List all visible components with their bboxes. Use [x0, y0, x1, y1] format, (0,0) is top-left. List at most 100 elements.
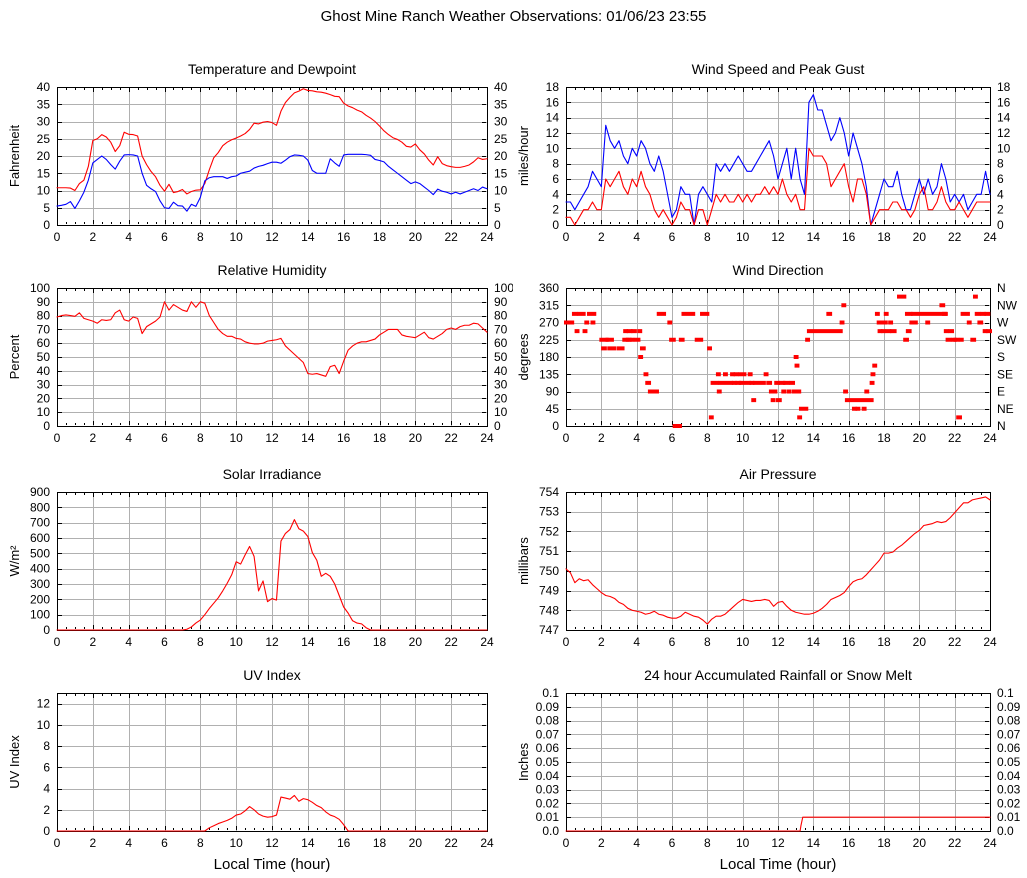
x-tick-label: 16	[842, 836, 856, 850]
x-tick-label: 4	[125, 836, 132, 850]
x-tick-label: 8	[704, 836, 711, 850]
y-tick-label-right: 20	[494, 149, 508, 163]
wind-direction-marker	[681, 311, 696, 316]
plot-frame	[566, 87, 991, 226]
x-tick-label: 20	[409, 431, 423, 445]
x-tick-label: 10	[229, 836, 243, 850]
x-tick-label: 8	[704, 635, 711, 649]
y-tick-label: 12	[546, 126, 560, 140]
y-tick-label-right: 35	[494, 97, 508, 111]
y-tick-label: 40	[37, 364, 51, 378]
wind-direction-marker	[781, 389, 787, 394]
x-tick-label: 2	[89, 431, 96, 445]
chart-title: Solar Irradiance	[223, 466, 322, 482]
y-tick-label-right: 0.09	[997, 700, 1021, 714]
wind-direction-marker	[601, 346, 607, 351]
y-tick-label: 2	[552, 203, 559, 217]
x-tick-label: 0	[563, 431, 570, 445]
wind-direction-marker	[942, 311, 947, 316]
x-tick-label: 4	[125, 635, 132, 649]
x-tick-label: 10	[736, 431, 750, 445]
x-tick-label: 6	[161, 635, 168, 649]
y-tick-label: 500	[30, 546, 50, 560]
x-tick-label: 2	[598, 431, 605, 445]
x-tick-label: 0	[54, 836, 61, 850]
wind-direction-marker	[772, 389, 778, 394]
x-tick-label: 2	[598, 836, 605, 850]
y-tick-label: 70	[37, 322, 51, 336]
wind-direction-marker	[605, 337, 614, 342]
wind-direction-marker	[678, 337, 685, 342]
y-tick-label: 60	[37, 336, 51, 350]
x-tick-label: 22	[948, 836, 962, 850]
x-tick-label: 4	[633, 836, 640, 850]
x-tick-label: 22	[444, 230, 458, 244]
wind-direction-marker	[791, 389, 797, 394]
wind-direction-marker	[571, 311, 578, 316]
y-tick-label: 12	[37, 697, 51, 711]
chart-canvas-solar-irradiance: Solar IrradianceW/m²01002003004005006007…	[7, 466, 494, 649]
x-tick-label: 14	[301, 230, 315, 244]
wind-direction-marker	[731, 380, 737, 385]
y-tick-label: 90	[37, 295, 51, 309]
x-tick-label: 20	[409, 836, 423, 850]
y-tick-label-right: 40	[494, 364, 508, 378]
series-humidity	[56, 301, 488, 377]
wind-direction-marker	[667, 320, 673, 325]
chart-title: Wind Direction	[732, 262, 823, 278]
y-tick-label-right: 0.1	[997, 686, 1014, 700]
y-tick-label: 200	[30, 592, 50, 606]
x-tick-label: 24	[480, 431, 494, 445]
wind-direction-marker	[805, 337, 811, 342]
y-tick-label-right: 60	[494, 336, 508, 350]
y-tick-label: 40	[37, 80, 51, 94]
x-tick-label: 14	[301, 431, 315, 445]
series-wind-speed	[565, 147, 991, 226]
x-tick-label: 0	[563, 230, 570, 244]
x-tick-label: 14	[807, 836, 821, 850]
y-tick-label-right: 15	[494, 166, 508, 180]
wind-direction-marker	[749, 380, 755, 385]
y-tick-label-right: 8	[997, 157, 1004, 171]
wind-direction-marker	[590, 320, 596, 325]
x-tick-label: 12	[265, 635, 279, 649]
chart-title: UV Index	[243, 667, 301, 683]
x-tick-label: 18	[373, 230, 387, 244]
y-tick-label-right: 30	[494, 378, 508, 392]
wind-direction-marker	[735, 380, 742, 385]
wind-direction-marker	[672, 424, 682, 428]
wind-direction-marker	[839, 320, 845, 325]
x-tick-label: 4	[633, 431, 640, 445]
chart-title: Air Pressure	[739, 466, 816, 482]
y-tick-label: 90	[546, 385, 560, 399]
wind-direction-marker	[977, 320, 984, 325]
x-tick-label: 24	[983, 431, 997, 445]
x-tick-label: 0	[54, 431, 61, 445]
wind-direction-marker	[876, 320, 882, 325]
x-tick-label: 24	[480, 635, 494, 649]
x-tick-label: 16	[842, 230, 856, 244]
y-tick-label: 0.07	[536, 727, 560, 741]
y-tick-label: 300	[30, 577, 50, 591]
y-tick-label: 5	[43, 201, 50, 215]
wind-direction-marker	[972, 294, 978, 299]
x-tick-label: 20	[409, 635, 423, 649]
plot-frame	[57, 87, 488, 226]
y-tick-label: 754	[539, 485, 559, 499]
wind-direction-marker	[751, 398, 757, 403]
wind-direction-marker	[584, 320, 590, 325]
chart-air-pressure: Air Pressure millibars 747 748 749 750 751 752 7…	[514, 464, 1027, 665]
y-tick-label: 752	[539, 524, 559, 538]
wind-direction-marker	[984, 311, 991, 316]
x-tick-label: 18	[877, 635, 891, 649]
y-tick-label-right: 0.08	[997, 714, 1021, 728]
wind-direction-marker	[753, 380, 766, 385]
wind-direction-marker	[905, 329, 912, 334]
wind-direction-marker	[747, 372, 753, 377]
x-tick-label: 2	[89, 635, 96, 649]
plot-frame	[57, 492, 488, 631]
x-axis-label: Local Time (hour)	[720, 856, 837, 873]
y-tick-label: 800	[30, 500, 50, 514]
x-tick-label: 8	[704, 431, 711, 445]
